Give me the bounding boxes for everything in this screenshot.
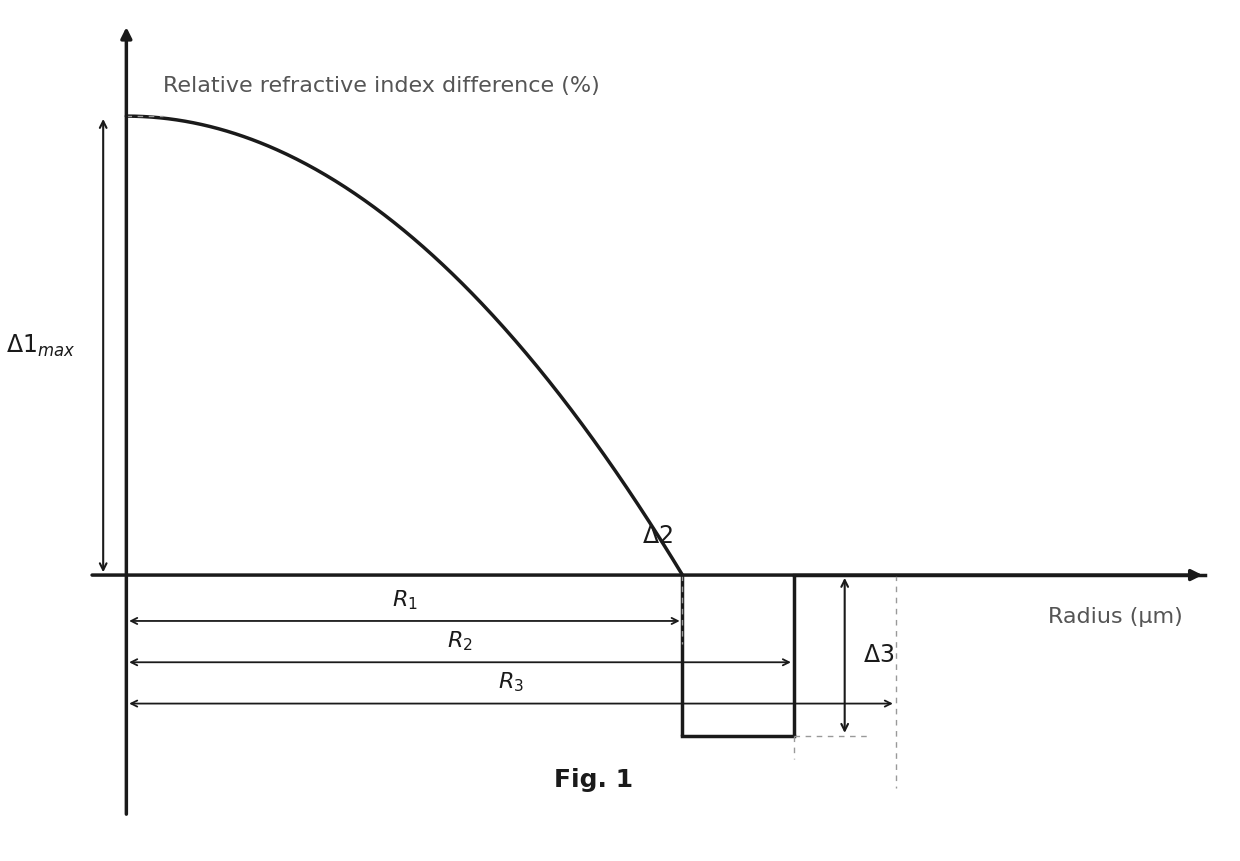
Text: $R_3$: $R_3$ <box>498 671 525 694</box>
Text: Relative refractive index difference (%): Relative refractive index difference (%) <box>164 76 600 96</box>
Text: $\Delta 1_{max}$: $\Delta 1_{max}$ <box>6 332 76 359</box>
Text: $\Delta 2$: $\Delta 2$ <box>642 523 673 548</box>
Text: $\Delta 3$: $\Delta 3$ <box>863 643 894 667</box>
Text: $R_2$: $R_2$ <box>448 629 472 653</box>
Text: Fig. 1: Fig. 1 <box>554 768 634 792</box>
Text: $R_1$: $R_1$ <box>392 588 418 612</box>
Text: Radius (μm): Radius (μm) <box>1048 607 1183 627</box>
